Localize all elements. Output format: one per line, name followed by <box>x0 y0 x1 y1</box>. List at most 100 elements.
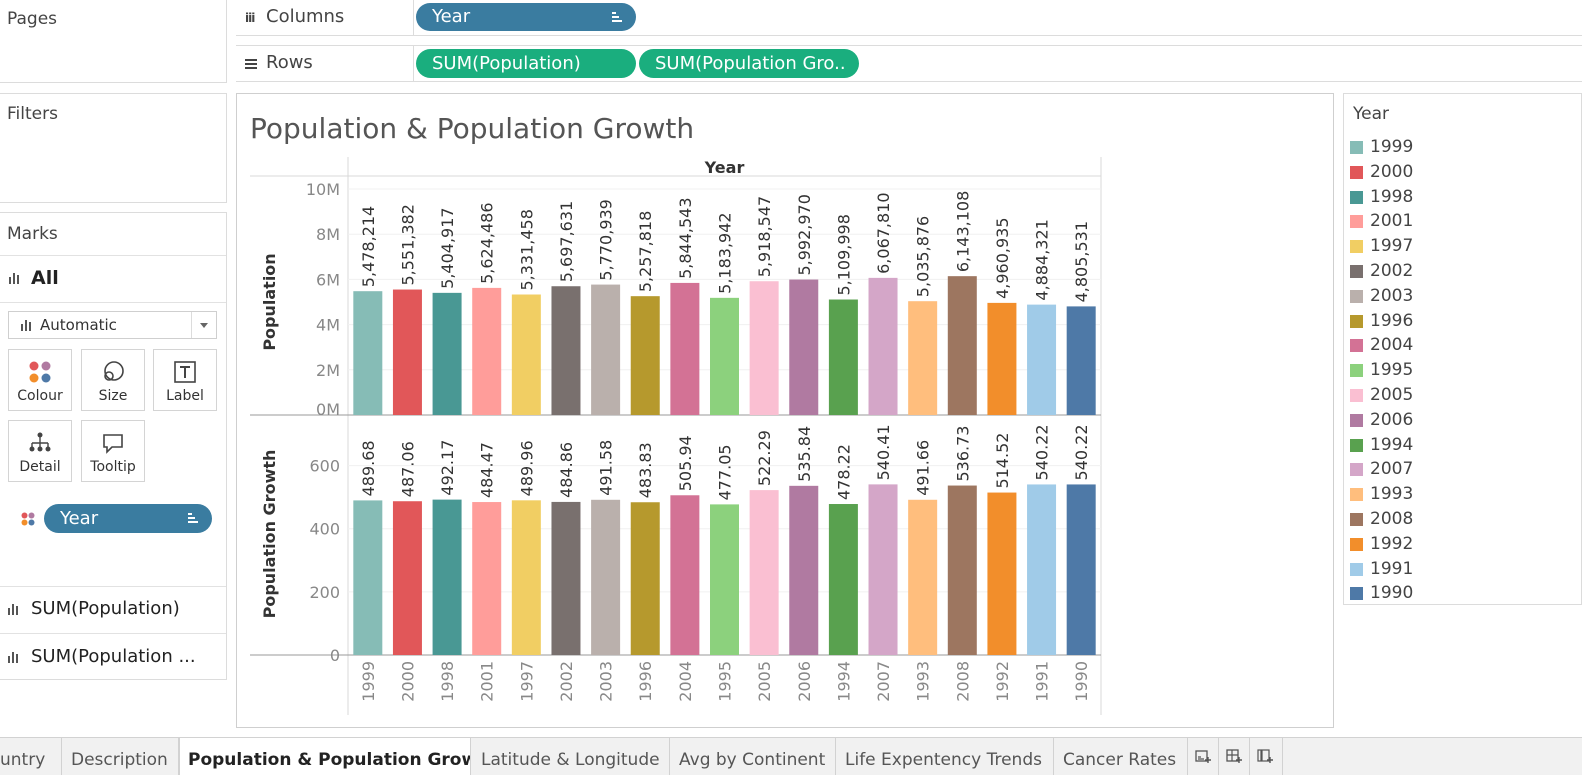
bar-1993[interactable] <box>908 499 938 655</box>
size-button[interactable]: Size <box>81 349 145 411</box>
rows-population-pill[interactable]: SUM(Population) <box>416 49 636 78</box>
bar-2002[interactable] <box>551 501 581 655</box>
columns-icon: iii <box>245 11 255 25</box>
tooltip-icon <box>103 434 123 454</box>
bar-1992[interactable] <box>987 492 1017 655</box>
bar-2001[interactable] <box>472 287 502 415</box>
x-tick-label: 2008 <box>953 661 972 702</box>
x-tick-label: 1990 <box>1072 661 1091 702</box>
data-label: 489.96 <box>517 440 536 496</box>
columns-shelf[interactable]: iii Columns Year <box>236 0 1582 36</box>
detail-button[interactable]: Detail <box>8 420 72 482</box>
x-tick-label: 2003 <box>597 661 616 702</box>
tab-avg-by-continent[interactable]: Avg by Continent <box>670 738 836 775</box>
bar-2007[interactable] <box>868 484 898 655</box>
population-chart[interactable]: Population & Population Growth Year 0M 2M 4M… <box>237 94 1333 727</box>
legend-swatch <box>1350 265 1363 278</box>
bar-1997[interactable] <box>511 500 541 655</box>
rows-population-growth-pill[interactable]: SUM(Population Gro.. <box>639 49 859 78</box>
bar-1994[interactable] <box>828 504 858 655</box>
measure-population[interactable]: SUM(Population) <box>31 598 180 619</box>
bar-2007[interactable] <box>868 277 898 415</box>
bar-2001[interactable] <box>472 502 502 655</box>
tab-cancer-rates[interactable]: Cancer Rates <box>1054 738 1188 775</box>
tooltip-button[interactable]: Tooltip <box>81 420 145 482</box>
bar-2003[interactable] <box>591 284 621 415</box>
bar-2005[interactable] <box>749 490 779 655</box>
rows-population-growth-pill-label: SUM(Population Gro.. <box>655 53 846 74</box>
y-tick-label: 6M <box>316 270 340 289</box>
data-label: 5,331,458 <box>517 209 536 290</box>
tab-country[interactable]: untry <box>0 738 62 775</box>
chevron-down-icon[interactable] <box>200 323 208 328</box>
tab-description[interactable]: Description <box>62 738 179 775</box>
data-label: 5,918,547 <box>755 196 774 277</box>
bar-2008[interactable] <box>947 485 977 655</box>
data-label: 5,257,818 <box>636 211 655 292</box>
bar-2006[interactable] <box>789 279 819 415</box>
bar-1998[interactable] <box>432 499 462 655</box>
bar-1995[interactable] <box>710 504 739 655</box>
bar-1995[interactable] <box>710 297 739 415</box>
bar-2006[interactable] <box>789 485 819 655</box>
sheet-tabs: untry Description Population & Populatio… <box>0 737 1582 775</box>
bar-2002[interactable] <box>551 286 581 415</box>
new-story-tab[interactable] <box>1250 738 1283 775</box>
bar-1999[interactable] <box>353 500 383 655</box>
data-label: 483.83 <box>636 442 655 498</box>
worksheet-view[interactable]: Population & Population Growth Year 0M 2M 4M… <box>236 93 1334 728</box>
bar-2003[interactable] <box>591 499 621 655</box>
year-colour-legend[interactable]: Year 1999 2000 1998 2001 1997 2002 2003 1996 200… <box>1343 93 1582 605</box>
bar-2000[interactable] <box>392 501 422 655</box>
bar-1990[interactable] <box>1066 484 1096 655</box>
x-tick-label: 2007 <box>874 661 893 702</box>
legend-swatch <box>1350 513 1363 526</box>
data-label: 484.86 <box>557 442 576 498</box>
rows-shelf[interactable]: Rows SUM(Population) SUM(Population Gro.… <box>236 45 1582 82</box>
bar-1991[interactable] <box>1027 304 1057 415</box>
new-dashboard-tab[interactable] <box>1219 738 1250 775</box>
year-colour-pill[interactable]: Year <box>44 504 212 533</box>
bar-1997[interactable] <box>511 294 541 415</box>
data-label: 5,697,631 <box>557 201 576 282</box>
x-tick-label: 1994 <box>834 661 853 702</box>
measure-population-growth[interactable]: SUM(Population ... <box>31 646 196 667</box>
data-label: 5,404,917 <box>438 207 457 288</box>
bar-1999[interactable] <box>353 291 383 415</box>
bar-1991[interactable] <box>1027 484 1057 655</box>
colour-button[interactable]: Colour <box>8 349 72 411</box>
bar-1992[interactable] <box>987 302 1017 415</box>
bar-2000[interactable] <box>392 289 422 415</box>
marks-all-label[interactable]: All <box>31 267 59 289</box>
mark-type-dropdown[interactable]: Automatic <box>8 311 217 339</box>
x-tick-label: 1992 <box>993 661 1012 702</box>
legend-label: 2006 <box>1370 409 1414 430</box>
columns-year-pill[interactable]: Year <box>416 3 636 31</box>
y-tick-label: 0 <box>330 646 340 665</box>
bar-1990[interactable] <box>1066 306 1096 415</box>
legend-label: 2007 <box>1370 459 1414 480</box>
filters-card[interactable]: Filters <box>0 93 227 203</box>
new-worksheet-icon <box>1195 750 1211 763</box>
bar-1993[interactable] <box>908 301 938 415</box>
legend-swatch <box>1350 438 1363 452</box>
bar-2008[interactable] <box>947 276 977 415</box>
bar-2004[interactable] <box>670 495 700 655</box>
size-icon <box>104 361 124 381</box>
bar-1996[interactable] <box>630 296 660 415</box>
legend-label: 1994 <box>1370 434 1414 455</box>
tab-life-expectancy-trends[interactable]: Life Expentency Trends <box>836 738 1054 775</box>
bar-2004[interactable] <box>670 282 700 415</box>
tab-population-growth[interactable]: Population & Population Growth <box>179 738 471 775</box>
bar-1996[interactable] <box>630 502 660 655</box>
bar-2005[interactable] <box>749 281 779 415</box>
pages-card[interactable]: Pages <box>0 0 227 83</box>
data-label: 492.17 <box>438 440 457 496</box>
bar-1998[interactable] <box>432 292 462 415</box>
new-worksheet-tab[interactable] <box>1188 738 1219 775</box>
bar-1994[interactable] <box>828 299 858 415</box>
rows-label: Rows <box>266 52 313 73</box>
x-tick-label: 1998 <box>438 661 457 702</box>
tab-latitude-longitude[interactable]: Latitude & Longitude <box>471 738 670 775</box>
label-button[interactable]: Label <box>153 349 217 411</box>
